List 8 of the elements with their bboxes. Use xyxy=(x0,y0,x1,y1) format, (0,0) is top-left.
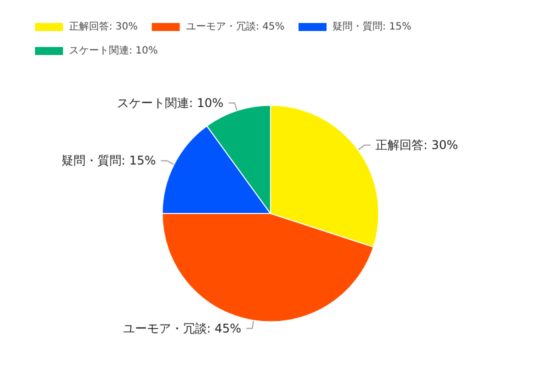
slice-label: 疑問・質問: 15% xyxy=(61,154,156,168)
legend-label: 正解回答: 30% xyxy=(69,20,138,32)
slice-label: ユーモア・冗談: 45% xyxy=(122,321,242,336)
slice-label: 正解回答: 30% xyxy=(376,138,458,152)
legend-label: 疑問・質問: 15% xyxy=(332,20,412,32)
legend-label: ユーモア・冗談: 45% xyxy=(186,20,285,32)
slice-label: スケート関連: 10% xyxy=(117,96,224,110)
legend-label: スケート関連: 10% xyxy=(69,44,158,56)
